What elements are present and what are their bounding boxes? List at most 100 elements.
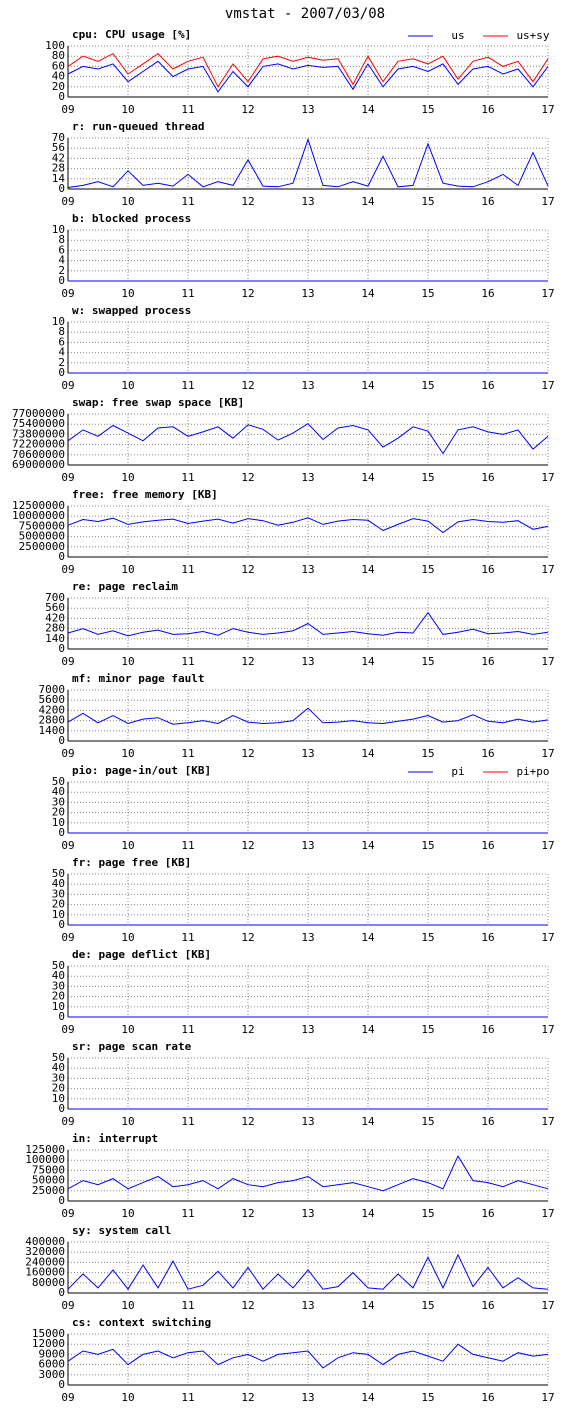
panel-title: w: swapped process	[72, 304, 191, 317]
y-tick-label: 3000	[39, 1368, 66, 1381]
data-line	[67, 517, 549, 534]
y-tick-label: 0	[58, 1286, 65, 1299]
x-tick-label: 16	[481, 1299, 494, 1312]
page-title: vmstat - 2007/03/08	[225, 6, 385, 22]
y-tick-label: 42	[52, 151, 65, 164]
y-tick-label: 12000	[32, 1337, 65, 1350]
x-tick-label: 16	[481, 839, 494, 852]
y-tick-label: 15000	[32, 1327, 65, 1340]
plot-area	[68, 966, 548, 1017]
y-tick-label: 0	[58, 1102, 65, 1115]
y-tick-label: 0	[58, 1194, 65, 1207]
y-tick-label: 0	[58, 182, 65, 195]
y-tick-label: 72200000	[12, 438, 65, 451]
x-tick-label: 13	[301, 195, 314, 208]
x-tick-label: 12	[241, 471, 254, 484]
plot-area	[68, 782, 548, 833]
y-tick-label: 40	[52, 969, 65, 982]
x-tick-label: 11	[181, 747, 194, 760]
plot-area	[68, 690, 548, 741]
x-tick-label: 09	[61, 1207, 74, 1220]
y-tick-label: 0	[58, 918, 65, 931]
y-tick-label: 56	[52, 141, 65, 154]
x-tick-label: 13	[301, 287, 314, 300]
y-tick-label: 70	[52, 131, 65, 144]
x-tick-label: 10	[121, 195, 134, 208]
x-tick-label: 10	[121, 1391, 134, 1404]
x-tick-label: 16	[481, 655, 494, 668]
plot-area	[68, 1242, 548, 1293]
x-tick-label: 15	[421, 1115, 434, 1128]
panel-title: de: page deflict [KB]	[72, 948, 211, 961]
y-tick-label: 75000	[32, 1163, 65, 1176]
x-tick-label: 15	[421, 287, 434, 300]
x-tick-label: 15	[421, 563, 434, 576]
y-tick-label: 20	[52, 990, 65, 1003]
panel-title: mf: minor page fault	[72, 672, 204, 685]
x-tick-label: 09	[61, 655, 74, 668]
panel-title: sy: system call	[72, 1224, 171, 1237]
panel-title: r: run-queued thread	[72, 120, 204, 133]
x-tick-label: 12	[241, 1391, 254, 1404]
y-tick-label: 1400	[39, 724, 66, 737]
legend-label: pi+po	[516, 765, 549, 778]
x-tick-label: 10	[121, 931, 134, 944]
y-tick-label: 0	[58, 734, 65, 747]
plot-area	[68, 874, 548, 925]
x-tick-label: 12	[241, 931, 254, 944]
y-tick-label: 5600	[39, 693, 66, 706]
x-tick-label: 16	[481, 103, 494, 116]
x-tick-label: 10	[121, 103, 134, 116]
x-tick-label: 16	[481, 563, 494, 576]
y-tick-label: 60	[52, 59, 65, 72]
x-tick-label: 12	[241, 103, 254, 116]
y-tick-label: 20	[52, 806, 65, 819]
y-tick-label: 4	[58, 346, 65, 359]
plot-area	[68, 1058, 548, 1109]
y-tick-label: 69000000	[12, 458, 65, 471]
plot-area	[68, 506, 548, 557]
y-tick-label: 10	[52, 1092, 65, 1105]
y-tick-label: 0	[58, 826, 65, 839]
plot-area	[68, 138, 548, 189]
legend-label: us+sy	[516, 29, 549, 42]
x-tick-label: 15	[421, 1391, 434, 1404]
y-tick-label: 28	[52, 162, 65, 175]
x-tick-label: 17	[541, 1391, 554, 1404]
x-tick-label: 17	[541, 287, 554, 300]
panel-title: b: blocked process	[72, 212, 191, 225]
y-tick-label: 50	[52, 959, 65, 972]
x-tick-label: 12	[241, 195, 254, 208]
y-tick-label: 6000	[39, 1358, 66, 1371]
y-tick-label: 160000	[25, 1266, 65, 1279]
x-tick-label: 13	[301, 563, 314, 576]
x-tick-label: 13	[301, 379, 314, 392]
y-tick-label: 9000	[39, 1347, 66, 1360]
x-tick-label: 15	[421, 379, 434, 392]
y-tick-label: 10	[52, 908, 65, 921]
panel-title: in: interrupt	[72, 1132, 158, 1145]
x-tick-label: 17	[541, 471, 554, 484]
y-tick-label: 80000	[32, 1276, 65, 1289]
x-tick-label: 14	[361, 747, 375, 760]
x-tick-label: 10	[121, 379, 134, 392]
y-tick-label: 30	[52, 979, 65, 992]
x-tick-label: 12	[241, 1207, 254, 1220]
x-tick-label: 16	[481, 747, 494, 760]
y-tick-label: 10	[52, 223, 65, 236]
y-tick-label: 80	[52, 49, 65, 62]
x-tick-label: 14	[361, 379, 375, 392]
y-tick-label: 6	[58, 335, 65, 348]
x-tick-label: 17	[541, 839, 554, 852]
x-tick-label: 09	[61, 563, 74, 576]
x-tick-label: 10	[121, 747, 134, 760]
x-tick-label: 16	[481, 1207, 494, 1220]
y-tick-label: 7000	[39, 683, 66, 696]
x-tick-label: 13	[301, 1023, 314, 1036]
x-tick-label: 12	[241, 287, 254, 300]
y-tick-label: 30	[52, 795, 65, 808]
panel-title: cs: context switching	[72, 1316, 211, 1329]
x-tick-label: 10	[121, 1207, 134, 1220]
y-tick-label: 0	[58, 642, 65, 655]
